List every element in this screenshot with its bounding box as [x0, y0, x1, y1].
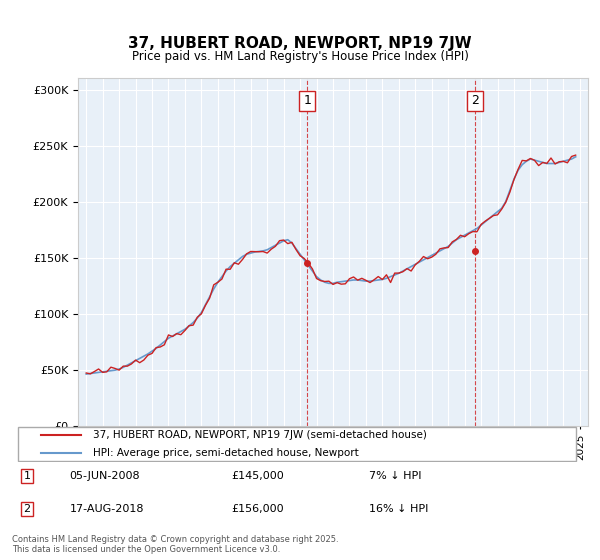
- Text: 1: 1: [23, 471, 31, 481]
- Text: £145,000: £145,000: [231, 471, 284, 481]
- Text: 16% ↓ HPI: 16% ↓ HPI: [369, 504, 428, 514]
- Text: 05-JUN-2008: 05-JUN-2008: [70, 471, 140, 481]
- Text: 2: 2: [471, 94, 479, 108]
- Text: HPI: Average price, semi-detached house, Newport: HPI: Average price, semi-detached house,…: [92, 448, 358, 458]
- Text: Price paid vs. HM Land Registry's House Price Index (HPI): Price paid vs. HM Land Registry's House …: [131, 50, 469, 63]
- FancyBboxPatch shape: [18, 427, 577, 460]
- Text: £156,000: £156,000: [231, 504, 284, 514]
- Text: Contains HM Land Registry data © Crown copyright and database right 2025.
This d: Contains HM Land Registry data © Crown c…: [12, 535, 338, 554]
- Text: 37, HUBERT ROAD, NEWPORT, NP19 7JW: 37, HUBERT ROAD, NEWPORT, NP19 7JW: [128, 36, 472, 52]
- Text: 37, HUBERT ROAD, NEWPORT, NP19 7JW (semi-detached house): 37, HUBERT ROAD, NEWPORT, NP19 7JW (semi…: [92, 430, 427, 440]
- Text: 1: 1: [303, 94, 311, 108]
- Text: 17-AUG-2018: 17-AUG-2018: [70, 504, 144, 514]
- Text: 2: 2: [23, 504, 31, 514]
- Text: 7% ↓ HPI: 7% ↓ HPI: [369, 471, 422, 481]
